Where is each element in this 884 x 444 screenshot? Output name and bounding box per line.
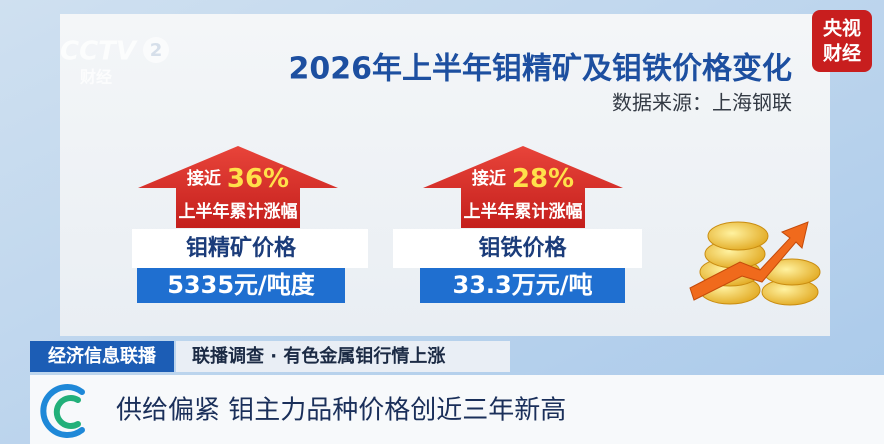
topic-box xyxy=(176,341,510,372)
change-label: 上半年累计涨幅 xyxy=(179,201,298,222)
arrow-shape xyxy=(138,146,338,228)
headline-box xyxy=(30,375,884,444)
title: 2026年上半年钼精矿及钼铁价格变化 xyxy=(289,52,793,87)
logo-number: 2 xyxy=(150,40,163,61)
program-box xyxy=(30,341,174,372)
source: 数据来源：上海钢联 xyxy=(612,91,792,115)
change-label: 上半年累计涨幅 xyxy=(464,201,583,222)
headline: 供给偏紧 钼主力品种价格创近三年新高 xyxy=(116,396,566,426)
name-box xyxy=(393,229,642,268)
badge-box xyxy=(812,10,872,72)
badge-line: 央视 xyxy=(823,17,861,40)
change-prefix: 接近 xyxy=(472,168,506,189)
logo-channel: CCTV xyxy=(60,37,138,67)
program: 经济信息联播 xyxy=(48,345,157,367)
topic: 联播调查 · 有色金属钼行情上涨 xyxy=(192,345,445,367)
arrow-shape xyxy=(423,146,623,228)
name-box xyxy=(132,229,368,268)
price: 5335元/吨度 xyxy=(167,271,316,299)
coins-icon xyxy=(689,221,821,306)
change-line: 接近 36% xyxy=(187,164,289,194)
badge-line: 财经 xyxy=(823,42,861,65)
change-value: 36% xyxy=(227,164,289,194)
ticker-logo xyxy=(40,384,85,438)
product-name: 钼铁价格 xyxy=(478,235,567,261)
change-value: 28% xyxy=(512,164,574,194)
logo-name: 财经 xyxy=(79,68,112,87)
logo: CCTV 2 财经 xyxy=(60,37,169,87)
price-box xyxy=(420,268,625,303)
logo-circle xyxy=(143,37,169,63)
price-box xyxy=(137,268,345,303)
change-line: 接近 28% xyxy=(472,164,574,194)
change-prefix: 接近 xyxy=(187,168,221,189)
product-name: 钼精矿价格 xyxy=(186,235,297,261)
price: 33.3万元/吨 xyxy=(453,271,593,299)
